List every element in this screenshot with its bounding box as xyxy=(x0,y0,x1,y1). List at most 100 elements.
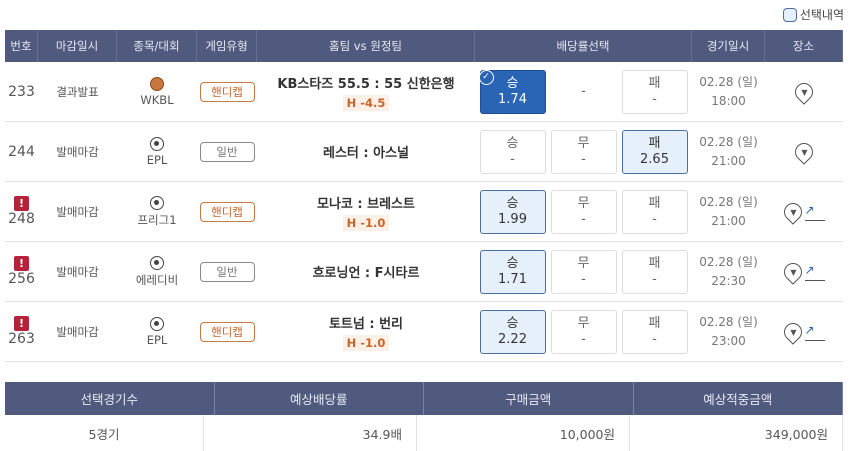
odds-button[interactable]: 승 1.99 xyxy=(479,189,546,234)
handicap-value: H -1.0 xyxy=(342,214,390,231)
checkbox[interactable] xyxy=(782,7,797,22)
game-type-badge: 핸디캡 xyxy=(199,201,255,222)
match-time: 23:00 xyxy=(711,333,746,348)
warning-icon: ! xyxy=(14,196,29,211)
odds-value: - xyxy=(581,271,586,287)
match-time: 22:30 xyxy=(711,273,746,288)
game-number: 248 xyxy=(8,211,35,227)
warning-icon: ! xyxy=(14,316,29,331)
handicap-value: H -1.0 xyxy=(342,334,390,351)
odds-selection: 승 - 무 - 패 2.65 xyxy=(475,122,692,181)
odds-button[interactable]: 패- xyxy=(621,69,688,114)
trend-chart-icon[interactable]: ↗ xyxy=(804,203,825,221)
game-type-badge: 핸디캡 xyxy=(199,321,255,342)
odds-label: 승 xyxy=(506,75,519,91)
match-time: 21:00 xyxy=(711,153,746,168)
odds-value: - xyxy=(581,331,586,347)
odds-button[interactable]: 패- xyxy=(621,189,688,234)
deadline-status: 결과발표 xyxy=(56,84,99,99)
odds-button[interactable]: ✓ 승 1.74 xyxy=(478,69,546,114)
summary-value: 5경기 xyxy=(5,415,204,451)
deadline-status: 발매마감 xyxy=(56,144,99,159)
odds-button[interactable]: 패- xyxy=(621,249,688,294)
basketball-icon xyxy=(150,76,164,91)
odds-label: 패 xyxy=(648,315,661,331)
odds-label: 승 xyxy=(506,315,519,331)
column-header: 장소 xyxy=(765,30,843,62)
league-name: EPL xyxy=(146,152,168,167)
odds-button[interactable]: 패- xyxy=(621,309,688,354)
odds-label: 무 xyxy=(577,315,590,331)
match-date: 02.28 (일) xyxy=(699,134,758,149)
odds-value: - xyxy=(652,271,657,287)
selection-history-toggle[interactable]: 선택내역 xyxy=(782,6,844,23)
column-header: 홈팀 vs 원정팀 xyxy=(257,30,475,62)
odds-button[interactable]: 무- xyxy=(550,309,617,354)
soccer-icon xyxy=(150,255,164,270)
table-row: ! 256 발매마감 에레디비 일반 흐로닝언 : F시타르 승 1.71 무 - 패 - … xyxy=(5,242,843,302)
game-type-badge: 일반 xyxy=(199,261,255,282)
summary-header-cell: 예상배당률 xyxy=(215,382,424,415)
column-header: 경기일시 xyxy=(692,30,765,62)
odds-value: 2.65 xyxy=(640,151,669,167)
match-date: 02.28 (일) xyxy=(699,194,758,209)
odds-button[interactable]: 무- xyxy=(550,189,617,234)
deadline-status: 발매마감 xyxy=(56,324,99,339)
match-teams: 토트넘 : 번리 xyxy=(328,316,404,332)
handicap-value: H -4.5 xyxy=(342,94,390,111)
location-pin-icon[interactable]: ▼ xyxy=(779,198,806,225)
odds-value: 1.99 xyxy=(498,211,527,227)
column-header: 게임유형 xyxy=(197,30,257,62)
odds-value: 1.74 xyxy=(498,91,527,107)
location-pin-icon[interactable]: ▼ xyxy=(791,138,817,165)
summary-value: 10,000원 xyxy=(417,415,630,451)
deadline-status: 발매마감 xyxy=(56,264,99,279)
table-header: 번호 마감일시 종목/대회 게임유형 홈팀 vs 원정팀 배당률선택 경기일시 장소 xyxy=(5,30,843,62)
league-name: EPL xyxy=(146,332,168,347)
match-teams: KB스타즈 55.5 : 55 신한은행 xyxy=(277,76,455,92)
odds-value: 1.71 xyxy=(498,271,527,287)
odds-label: 패 xyxy=(648,195,661,211)
odds-label: 패 xyxy=(648,135,661,151)
location-pin-icon[interactable]: ▼ xyxy=(779,318,806,345)
game-type-badge: 핸디캡 xyxy=(199,81,255,102)
odds-button[interactable]: 승- xyxy=(479,129,546,174)
match-teams: 레스터 : 아스널 xyxy=(322,146,409,161)
location-pin-icon[interactable]: ▼ xyxy=(791,78,817,105)
summary-header-cell: 예상적중금액 xyxy=(634,382,843,415)
summary-header-cell: 선택경기수 xyxy=(5,382,215,415)
odds-button[interactable]: 무- xyxy=(550,249,617,294)
trend-chart-icon[interactable]: ↗ xyxy=(804,323,825,341)
game-number: 263 xyxy=(8,331,35,347)
odds-value: - xyxy=(652,331,657,347)
warning-icon: ! xyxy=(14,256,29,271)
odds-label: 무 xyxy=(577,195,590,211)
odds-button[interactable]: 승 2.22 xyxy=(479,309,546,354)
deadline-status: 발매마감 xyxy=(56,204,99,219)
odds-button[interactable]: 패 2.65 xyxy=(621,129,688,174)
odds-label: 패 xyxy=(648,75,661,91)
soccer-icon xyxy=(150,195,164,210)
odds-selection: ✓ 승 1.74- 패 - xyxy=(475,62,692,121)
odds-label: 무 xyxy=(577,135,590,151)
league-name: 프리그1 xyxy=(137,212,177,227)
odds-value: - xyxy=(510,151,515,167)
odds-button[interactable]: 승 1.71 xyxy=(479,249,546,294)
location-pin-icon[interactable]: ▼ xyxy=(779,258,806,285)
game-number: 256 xyxy=(8,271,35,287)
match-date: 02.28 (일) xyxy=(699,314,758,329)
match-time: 21:00 xyxy=(711,213,746,228)
odds-label: 승 xyxy=(506,195,519,211)
odds-button[interactable]: 무- xyxy=(550,129,617,174)
odds-label: 패 xyxy=(648,255,661,271)
match-teams: 흐로닝언 : F시타르 xyxy=(312,266,420,281)
odds-label: 승 xyxy=(506,255,519,271)
game-type-badge: 일반 xyxy=(199,141,255,162)
trend-chart-icon[interactable]: ↗ xyxy=(804,263,825,281)
table-row: 233 결과발표 WKBL 핸디캡 KB스타즈 55.5 : 55 신한은행 H … xyxy=(5,62,843,122)
summary-value: 349,000원 xyxy=(630,415,843,451)
odds-value: - xyxy=(581,211,586,227)
column-header: 번호 xyxy=(5,30,38,62)
table-row: 244 발매마감 EPL 일반 레스터 : 아스널 승 - 무 - 패 2.65 02.2… xyxy=(5,122,843,182)
selection-history-label: 선택내역 xyxy=(799,8,844,22)
